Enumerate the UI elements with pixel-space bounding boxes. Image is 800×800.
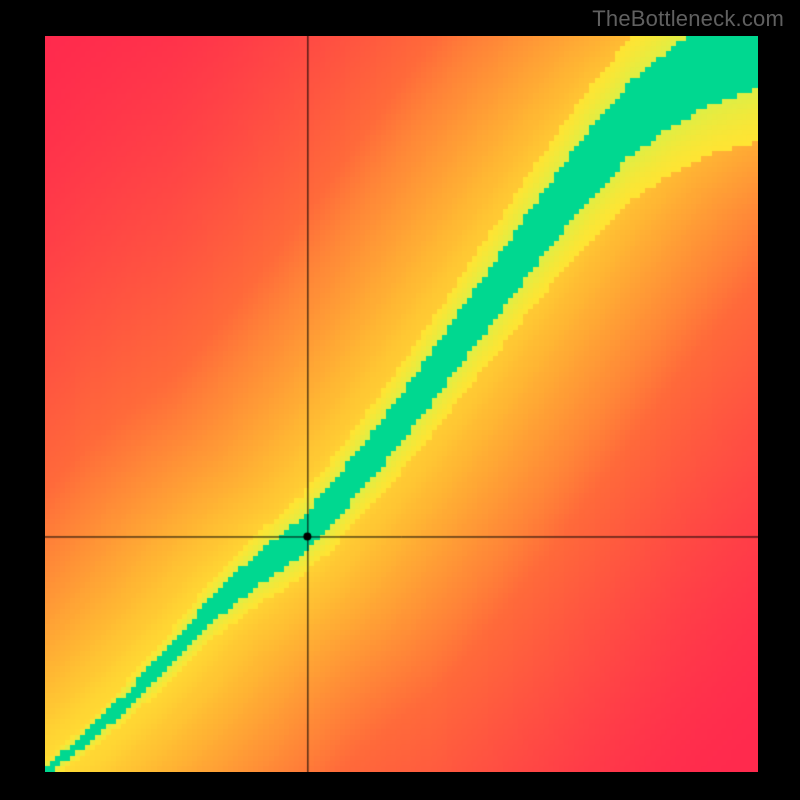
bottleneck-heatmap	[45, 36, 758, 772]
chart-container: TheBottleneck.com	[0, 0, 800, 800]
watermark-text: TheBottleneck.com	[592, 6, 784, 32]
